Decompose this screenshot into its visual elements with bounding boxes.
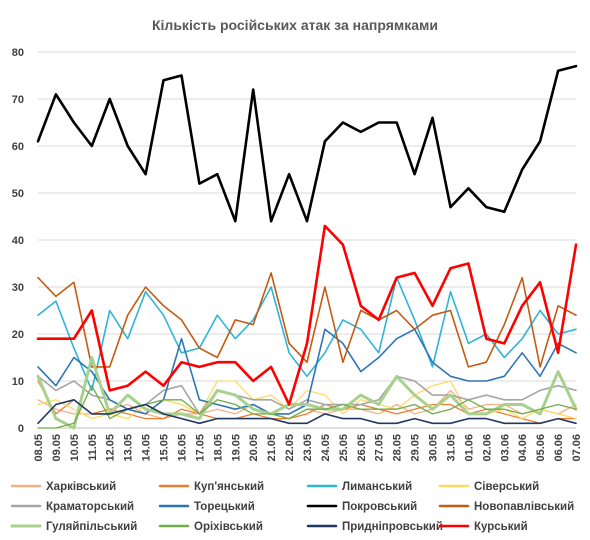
- x-tick-label: 17.05: [194, 434, 206, 462]
- gridlines: [38, 51, 576, 429]
- series-line-11: [36, 224, 578, 406]
- x-tick-label: 20.05: [248, 434, 260, 462]
- legend-label: Курський: [474, 521, 528, 533]
- y-tick-label: 20: [12, 329, 24, 341]
- series-line-8: [36, 356, 578, 430]
- x-tick-label: 09.05: [51, 434, 63, 462]
- legend-label: Краматорський: [46, 501, 134, 513]
- legend-label: Сіверський: [474, 481, 539, 493]
- legend-label: Новопавлівський: [474, 501, 574, 513]
- x-tick-label: 21.05: [266, 434, 278, 462]
- legend-label: Куп'янський: [194, 481, 264, 493]
- x-tick-label: 02.06: [481, 434, 493, 462]
- x-axis: 08.05 09.05 10.05 11.05 12.05 13.05 14.05 15.05…: [33, 434, 583, 462]
- legend-label: Придніпровський: [342, 521, 443, 533]
- legend: Харківський Куп'янський Лиманський Сіверськ…: [10, 481, 574, 533]
- x-tick-label: 25.05: [338, 434, 350, 462]
- y-tick-label: 10: [12, 376, 24, 388]
- x-tick-label: 22.05: [284, 434, 296, 462]
- x-tick-label: 30.05: [428, 434, 440, 462]
- x-tick-label: 26.05: [356, 434, 368, 462]
- x-tick-label: 24.05: [320, 434, 332, 462]
- x-tick-label: 11.05: [87, 434, 99, 461]
- x-tick-label: 19.05: [230, 434, 242, 462]
- x-tick-label: 08.05: [33, 434, 45, 462]
- series-line-10: [37, 398, 577, 425]
- x-tick-label: 29.05: [410, 434, 422, 462]
- y-tick-label: 60: [12, 141, 24, 153]
- y-tick-label: 50: [12, 188, 24, 200]
- series-line-7: [37, 272, 577, 368]
- y-tick-label: 0: [18, 423, 24, 435]
- series-line-6: [36, 64, 578, 223]
- x-tick-label: 12.05: [105, 434, 117, 462]
- legend-label: Оріхівський: [194, 521, 263, 533]
- y-tick-label: 80: [12, 47, 24, 59]
- x-tick-label: 03.06: [499, 434, 511, 462]
- plot-area: [36, 64, 578, 430]
- y-tick-label: 30: [12, 282, 24, 294]
- x-tick-label: 18.05: [212, 434, 224, 462]
- legend-label: Покровський: [342, 501, 417, 513]
- legend-label: Харківський: [46, 481, 116, 493]
- chart-title: Кількість російських атак за напрямками: [152, 17, 438, 33]
- y-tick-label: 40: [12, 235, 24, 247]
- x-tick-label: 31.05: [445, 434, 457, 462]
- x-tick-label: 10.05: [69, 434, 81, 462]
- x-tick-label: 28.05: [392, 434, 404, 462]
- legend-label: Лиманський: [342, 481, 412, 493]
- x-tick-label: 13.05: [123, 434, 135, 462]
- x-tick-label: 01.06: [463, 434, 475, 462]
- x-tick-label: 07.06: [571, 434, 583, 462]
- x-tick-label: 15.05: [159, 434, 171, 462]
- x-tick-label: 27.05: [374, 434, 386, 462]
- x-tick-label: 14.05: [141, 434, 153, 462]
- x-tick-label: 16.05: [176, 434, 188, 462]
- y-tick-label: 70: [12, 94, 24, 106]
- legend-label: Торецький: [194, 501, 255, 513]
- x-tick-label: 04.06: [517, 434, 529, 462]
- x-tick-label: 06.06: [553, 434, 565, 462]
- y-axis: 0 10 20 30 40 50 60 70 80: [12, 47, 24, 435]
- x-tick-label: 23.05: [302, 434, 314, 462]
- legend-label: Гуляйпільський: [46, 521, 137, 533]
- x-tick-label: 05.06: [535, 434, 547, 462]
